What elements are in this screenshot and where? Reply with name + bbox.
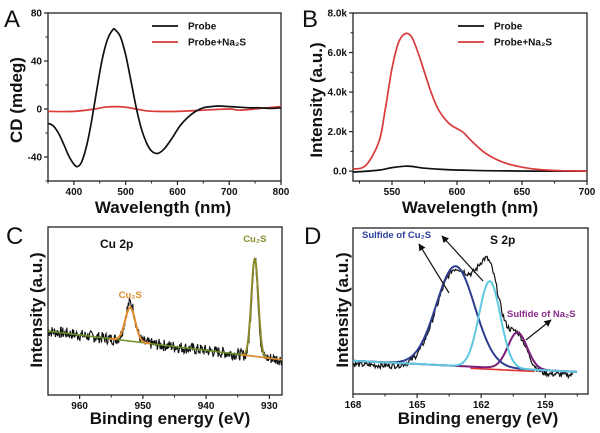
panel-c: C 960 950 940 930 Cu 2p Cu₂S Cu₂S Binding ener… [6, 223, 283, 428]
panel-a-legend-label: Probe [188, 22, 217, 33]
panel-c-xtick-label: 930 [261, 401, 278, 412]
panel-c-plot: 960 950 940 930 Cu 2p Cu₂S Cu₂S [47, 226, 283, 412]
panel-c-xlabel: Binding energy (eV) [90, 409, 251, 428]
panel-letter-d: D [304, 223, 321, 250]
panel-b-legend-label: Probe+Na₂S [494, 38, 552, 49]
panel-d-annotation-na2s: Sulfide of Na₂S [507, 309, 576, 320]
panel-c-raw-data [47, 257, 283, 366]
panel-b-plot: 550 600 650 700 0.0 2.0k 4.0k 6.0k 8.0k Probe Prob… [328, 9, 596, 199]
panel-a-legend-label: Probe+Na₂S [188, 38, 246, 49]
panel-a-xtick-label: 800 [273, 187, 290, 198]
panel-d-xtick-label: 168 [345, 400, 362, 411]
panel-b-ytick-label: 8.0k [328, 9, 348, 20]
panel-a-ytick-label: 40 [31, 57, 43, 68]
panel-c-title: Cu 2p [100, 237, 133, 251]
panel-d-xtick-label: 162 [473, 400, 490, 411]
panel-letter-a: A [4, 6, 20, 33]
panel-d-background-fit [470, 367, 535, 373]
panel-a-ytick-label: 0 [36, 105, 42, 116]
panel-c-xtick-label: 950 [135, 401, 152, 412]
panel-a-ylabel: CD (mdeg) [7, 57, 26, 143]
panel-b-series-probe-na2s [352, 32, 588, 172]
panel-d-arrow-cu2s-1 [418, 243, 450, 294]
panel-a-xtick-label: 600 [169, 187, 186, 198]
panel-a-ytick-label: 80 [31, 9, 43, 20]
panel-d-xtick-label: 165 [409, 400, 426, 411]
panel-b: B 550 600 650 700 0.0 2.0k 4.0k 6.0k 8.0k Probe Pr… [302, 6, 596, 217]
panel-c-axes-frame [47, 226, 283, 396]
panel-letter-b: B [302, 6, 318, 33]
panel-a-axes-frame [47, 12, 282, 182]
panel-d-fit-na2s [353, 331, 578, 373]
panel-c-xtick-label: 960 [71, 401, 88, 412]
panel-d: D 168 165 162 159 S 2p Sulfide of Cu₂S Sulfide… [304, 223, 589, 428]
panel-b-xlabel: Wavelength (nm) [402, 198, 538, 217]
panel-b-xtick-label: 550 [384, 187, 401, 198]
panel-c-annotation-cu2s-952: Cu₂S [119, 290, 142, 301]
panel-a: A 400 500 600 700 800 -40 0 40 80 Probe Probe+Na₂S… [4, 6, 290, 217]
panel-a-xtick-label: 400 [66, 187, 83, 198]
panel-c-fit-baseline-segment [240, 353, 283, 361]
panel-b-axes-frame [352, 12, 588, 182]
panel-letter-c: C [6, 223, 23, 250]
panel-b-xtick-label: 700 [579, 187, 596, 198]
panel-b-legend-label: Probe [494, 22, 523, 33]
panel-a-ytick-label: -40 [28, 153, 43, 164]
panel-b-ytick-label: 4.0k [328, 88, 348, 99]
panel-d-fit-cu2s-2 [353, 280, 578, 373]
panel-a-xlabel: Wavelength (nm) [95, 198, 231, 217]
panel-b-ylabel: Intensity (a.u.) [307, 42, 326, 157]
panel-b-ytick-label: 6.0k [328, 48, 348, 59]
panel-c-xtick-label: 940 [198, 401, 215, 412]
panel-d-ylabel: Intensity (a.u.) [333, 252, 352, 367]
panel-d-title: S 2p [490, 233, 515, 247]
panel-a-plot: 400 500 600 700 800 -40 0 40 80 Probe Probe+Na₂S [28, 9, 290, 199]
panel-b-series-probe [352, 165, 588, 173]
panel-d-annotation-cu2s: Sulfide of Cu₂S [362, 230, 431, 241]
panel-d-axes-frame [352, 227, 589, 395]
panel-d-arrow-cu2s-2 [441, 235, 484, 282]
panel-a-xtick-label: 700 [221, 187, 238, 198]
panel-d-xtick-label: 159 [537, 400, 554, 411]
panel-b-ytick-label: 2.0k [328, 127, 348, 138]
panel-d-plot: 168 165 162 159 S 2p Sulfide of Cu₂S Sulfide o… [345, 227, 589, 411]
panel-b-xtick-label: 600 [449, 187, 466, 198]
panel-a-series-probe-na2s [47, 105, 282, 113]
panel-d-arrow-na2s [525, 319, 552, 341]
panel-d-xlabel: Binding energy (eV) [398, 409, 559, 428]
panel-a-series-probe [47, 27, 282, 168]
panel-c-annotation-cu2s-932: Cu₂S [243, 234, 266, 245]
panel-c-ylabel: Intensity (a.u.) [27, 252, 46, 367]
panel-b-xtick-label: 650 [514, 187, 531, 198]
panel-b-ytick-label: 0.0 [333, 167, 347, 178]
panel-c-fit-cu2s-952 [109, 306, 151, 345]
panel-a-xtick-label: 500 [117, 187, 134, 198]
panel-c-fit-cu2s-932 [240, 257, 270, 360]
